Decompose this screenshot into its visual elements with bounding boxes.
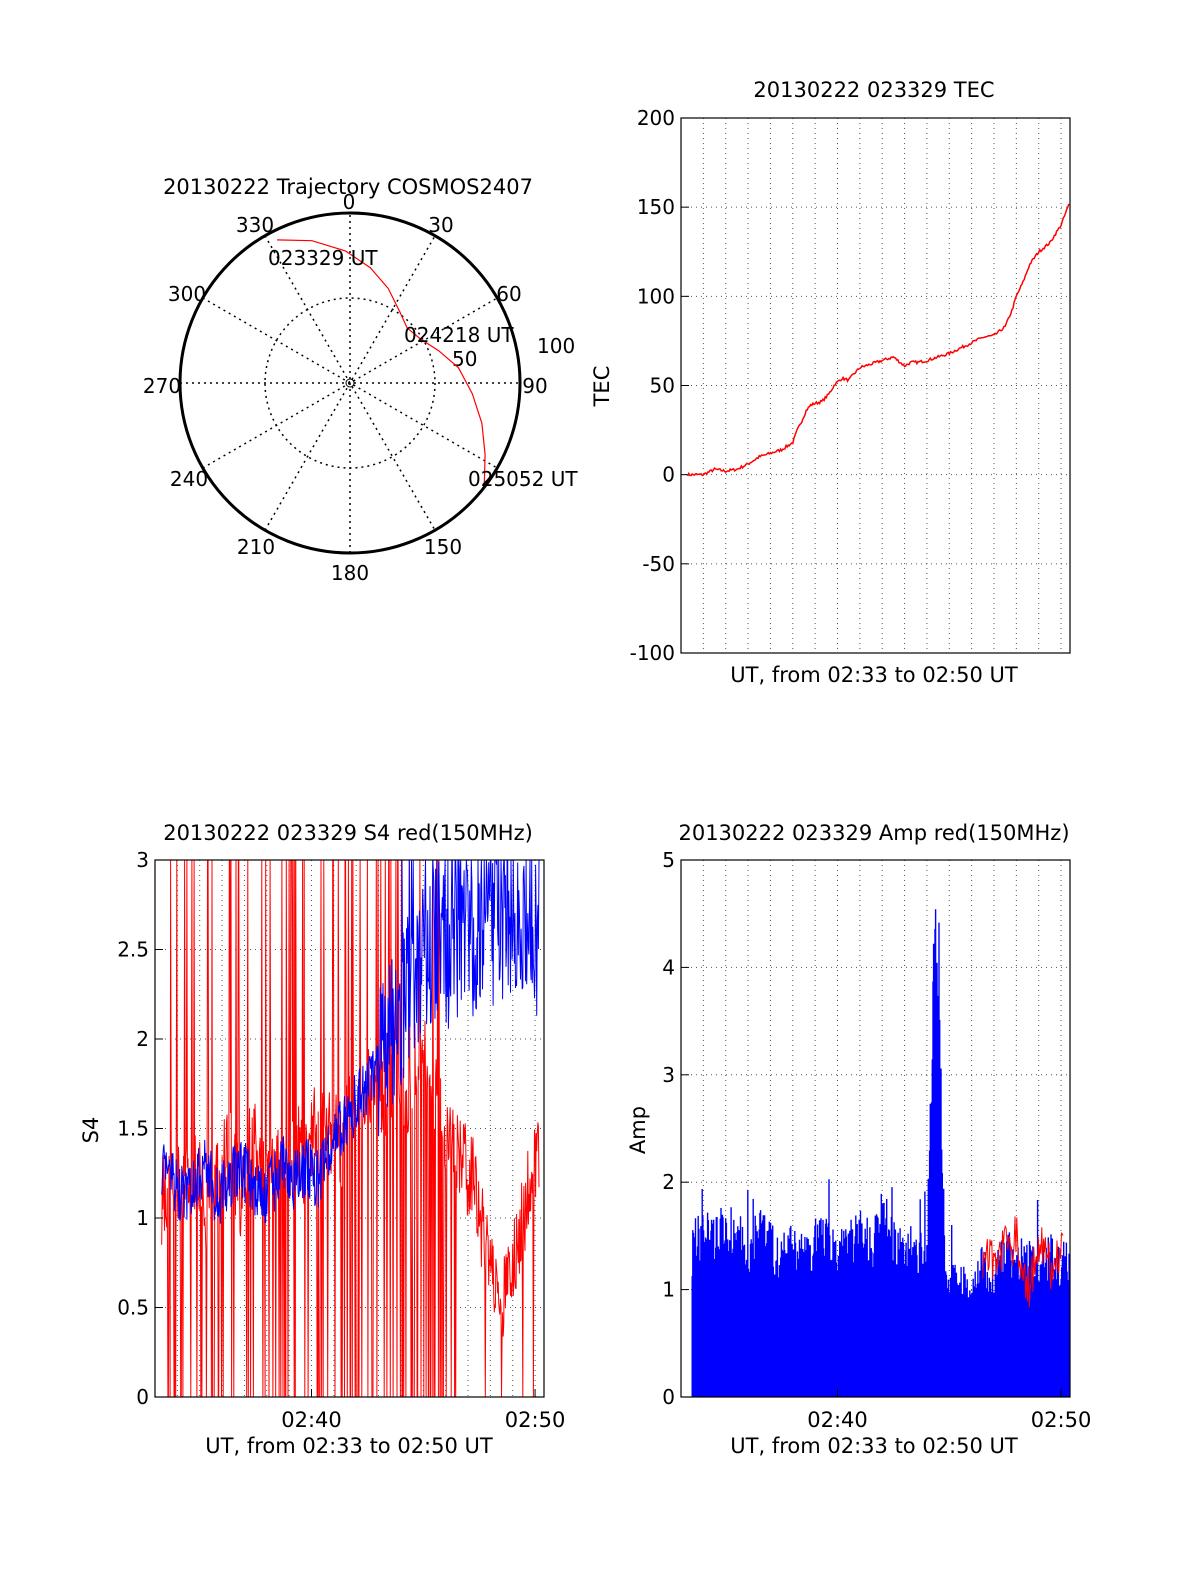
tec-ytick-label: 150 (637, 195, 675, 219)
s4-y-ticks: 3 2.5 2 1.5 1 0.5 0 (117, 848, 163, 1409)
azimuth-label-270: 270 (143, 374, 181, 398)
amp-xtick-label: 02:40 (807, 1408, 868, 1432)
amp-ytick-label: 3 (662, 1063, 675, 1087)
azimuth-label-300: 300 (168, 282, 206, 306)
s4-ytick-label: 1.5 (117, 1117, 149, 1141)
amp-panel: 20130222 023329 Amp red(150MHz) 5 4 3 2 1 0 0… (626, 821, 1091, 1458)
amp-x-ticks: 02:40 02:50 (807, 1389, 1091, 1432)
amp-ytick-label: 2 (662, 1170, 675, 1194)
amp-xlabel: UT, from 02:33 to 02:50 UT (730, 1434, 1018, 1458)
tec-xlabel: UT, from 02:33 to 02:50 UT (730, 663, 1018, 687)
tec-ytick-label: -50 (642, 552, 675, 576)
azimuth-label-30: 30 (428, 213, 453, 237)
azimuth-label-180: 180 (331, 561, 369, 585)
s4-xtick-label: 02:40 (281, 1408, 342, 1432)
s4-title: 20130222 023329 S4 red(150MHz) (163, 821, 533, 845)
azimuth-label-330: 330 (236, 213, 274, 237)
s4-ytick-label: 2.5 (117, 938, 149, 962)
amp-ytick-label: 1 (662, 1278, 675, 1302)
trajectory-line (277, 239, 486, 485)
s4-ytick-label: 1 (136, 1206, 149, 1230)
tec-ytick-label: 0 (662, 463, 675, 487)
ring-label-50: 50 (452, 347, 477, 371)
trajectory-title: 20130222 Trajectory COSMOS2407 (163, 175, 533, 199)
polar-azimuth-labels: 0 30 60 90 150 180 210 240 270 300 330 (143, 190, 548, 585)
tec-series-line (687, 203, 1070, 477)
s4-xlabel: UT, from 02:33 to 02:50 UT (205, 1434, 493, 1458)
amp-ytick-label: 4 (662, 955, 675, 979)
ring-label-100: 100 (537, 334, 575, 358)
tec-ytick-label: 200 (637, 106, 675, 130)
azimuth-label-240: 240 (170, 467, 208, 491)
s4-ytick-label: 2 (136, 1027, 149, 1051)
annotation-end: 025052 UT (468, 467, 578, 491)
azimuth-label-150: 150 (424, 535, 462, 559)
s4-ytick-label: 0 (136, 1385, 149, 1409)
amp-y-ticks: 5 4 3 2 1 0 (662, 848, 689, 1409)
s4-panel: 20130222 023329 S4 red(150MHz) 3 2.5 2 1.5 1… (79, 821, 565, 1458)
s4-x-ticks: 02:40 02:50 (281, 1389, 565, 1432)
amp-plot-frame (680, 859, 1071, 1398)
amp-red-series (982, 1216, 1064, 1308)
polar-spoke (264, 235, 436, 531)
tec-ytick-label: -100 (630, 641, 675, 665)
annotation-start: 023329 UT (268, 246, 378, 270)
tec-panel: 20130222 023329 TEC 200150100500-50-100 … (590, 78, 1071, 687)
s4-blue-series (161, 859, 540, 1224)
azimuth-label-90: 90 (522, 374, 547, 398)
amp-series (691, 909, 1071, 1397)
annotation-middle: 024218 UT (404, 323, 514, 347)
amp-blue-series (691, 909, 1071, 1397)
s4-xtick-label: 02:50 (505, 1408, 566, 1432)
amp-title: 20130222 023329 Amp red(150MHz) (678, 821, 1069, 845)
tec-gridlines (681, 118, 1070, 653)
s4-ytick-label: 0.5 (117, 1296, 149, 1320)
tec-ytick-label: 100 (637, 284, 675, 308)
tec-ytick-label: 50 (650, 374, 675, 398)
amp-ytick-label: 5 (662, 848, 675, 872)
amp-ylabel: Amp (626, 1106, 650, 1154)
amp-xtick-label: 02:50 (1031, 1408, 1092, 1432)
azimuth-label-60: 60 (496, 282, 521, 306)
tec-title: 20130222 023329 TEC (753, 78, 994, 102)
polar-spokes (180, 213, 520, 553)
amp-ytick-label: 0 (662, 1385, 675, 1409)
tec-ylabel: TEC (590, 366, 614, 408)
s4-ytick-label: 3 (136, 848, 149, 872)
trajectory-panel: 20130222 Trajectory COSMOS2407 0 30 60 90 15… (143, 175, 578, 585)
azimuth-label-210: 210 (237, 535, 275, 559)
polar-center-marker (345, 378, 355, 388)
s4-ylabel: S4 (79, 1117, 103, 1144)
azimuth-label-0: 0 (343, 190, 356, 214)
tec-y-ticks: 200 150 100 50 0 -50 -100 (630, 106, 689, 665)
